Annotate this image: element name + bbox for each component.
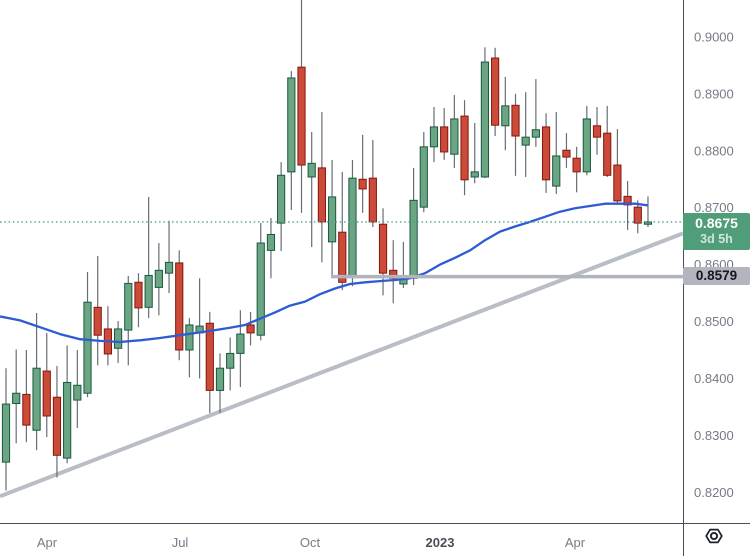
candle-body [480, 61, 490, 178]
candle-body [164, 261, 174, 274]
candle-body [154, 269, 163, 288]
bar-countdown: 3d 5h [700, 232, 733, 246]
candle-body [185, 324, 194, 351]
price-axis[interactable]: 0.90000.89000.88000.87000.86000.85000.84… [694, 29, 734, 499]
candle-body [246, 324, 255, 334]
candle-body [113, 328, 123, 349]
price-tick-label: 0.8700 [694, 200, 734, 215]
candle-body [307, 162, 316, 178]
candle-body [215, 367, 225, 391]
time-tick-label: Oct [300, 535, 321, 550]
candle-body [501, 105, 510, 127]
candle-body [409, 199, 418, 279]
candle-body [491, 57, 500, 126]
candle-body [236, 333, 245, 354]
time-axis[interactable]: Apr Jul Oct 2023 Apr [37, 535, 586, 550]
candle-body [450, 118, 459, 155]
candle-body [134, 281, 143, 309]
candle-body [541, 126, 551, 181]
candle-body [552, 155, 561, 187]
candle-body [592, 125, 602, 138]
candle-body [83, 301, 92, 394]
candle-body [317, 167, 326, 223]
candle-body [42, 370, 51, 417]
eye-icon[interactable] [702, 524, 726, 548]
candle-body [327, 196, 337, 243]
candle-body [511, 104, 520, 137]
price-tick-label: 0.9000 [694, 29, 734, 44]
candle-body [440, 126, 449, 153]
price-tick-label: 0.8800 [694, 143, 734, 158]
candle-body [12, 392, 21, 404]
candle-body [531, 129, 540, 138]
candle-body [429, 126, 439, 148]
candle-body [266, 233, 276, 251]
sma-line [0, 202, 649, 344]
candle-body [348, 177, 357, 278]
candle-body [562, 149, 571, 158]
eye-icon-pupil [709, 531, 719, 541]
candle-body [175, 262, 184, 351]
candle-body [582, 118, 591, 173]
candle-body [63, 381, 72, 459]
price-tick-label: 0.8500 [694, 314, 734, 329]
price-tick-label: 0.8900 [694, 86, 734, 101]
candle-body [623, 195, 632, 206]
candle-body [22, 393, 31, 426]
horizontal-ray-price-badge: 0.8579 [683, 267, 750, 285]
candle-body [470, 171, 479, 178]
candle-body [144, 274, 153, 308]
price-tick-label: 0.8400 [694, 371, 734, 386]
candle-body [297, 66, 306, 166]
candle-body [256, 242, 265, 336]
candle-body [643, 221, 653, 225]
candle-body [338, 231, 347, 283]
current-price-badge: 0.8675 3d 5h [683, 213, 750, 250]
candle-body [226, 352, 235, 369]
current-price-value: 0.8675 [695, 215, 738, 231]
candle-body [572, 157, 581, 173]
candles [1, 0, 653, 491]
eye-icon-hexagon [705, 528, 723, 544]
candle-body [603, 132, 612, 176]
price-tick-label: 0.8300 [694, 428, 734, 443]
candle-body [1, 403, 11, 463]
candle-body [277, 174, 286, 224]
time-tick-label: Apr [37, 535, 58, 550]
candle-body [633, 206, 642, 224]
candle-body [358, 178, 367, 190]
candle-body [205, 322, 214, 391]
time-tick-label: 2023 [426, 535, 455, 550]
time-tick-label: Jul [172, 535, 189, 550]
candle-body [287, 77, 296, 173]
price-tick-label: 0.8200 [694, 485, 734, 500]
candle-body [93, 306, 102, 336]
candle-body [613, 164, 622, 202]
plot-area[interactable] [0, 0, 683, 499]
candle-body [32, 367, 41, 431]
candle-body [460, 115, 469, 181]
candle-body [419, 146, 428, 208]
candle-body [378, 223, 388, 274]
horizontal-ray-price-value: 0.8579 [695, 268, 738, 283]
candle-body [52, 396, 62, 456]
candle-body [521, 136, 530, 146]
candle-body [124, 282, 133, 331]
candle-body [73, 384, 82, 401]
candle-body [368, 177, 377, 223]
time-tick-label: Apr [565, 535, 586, 550]
